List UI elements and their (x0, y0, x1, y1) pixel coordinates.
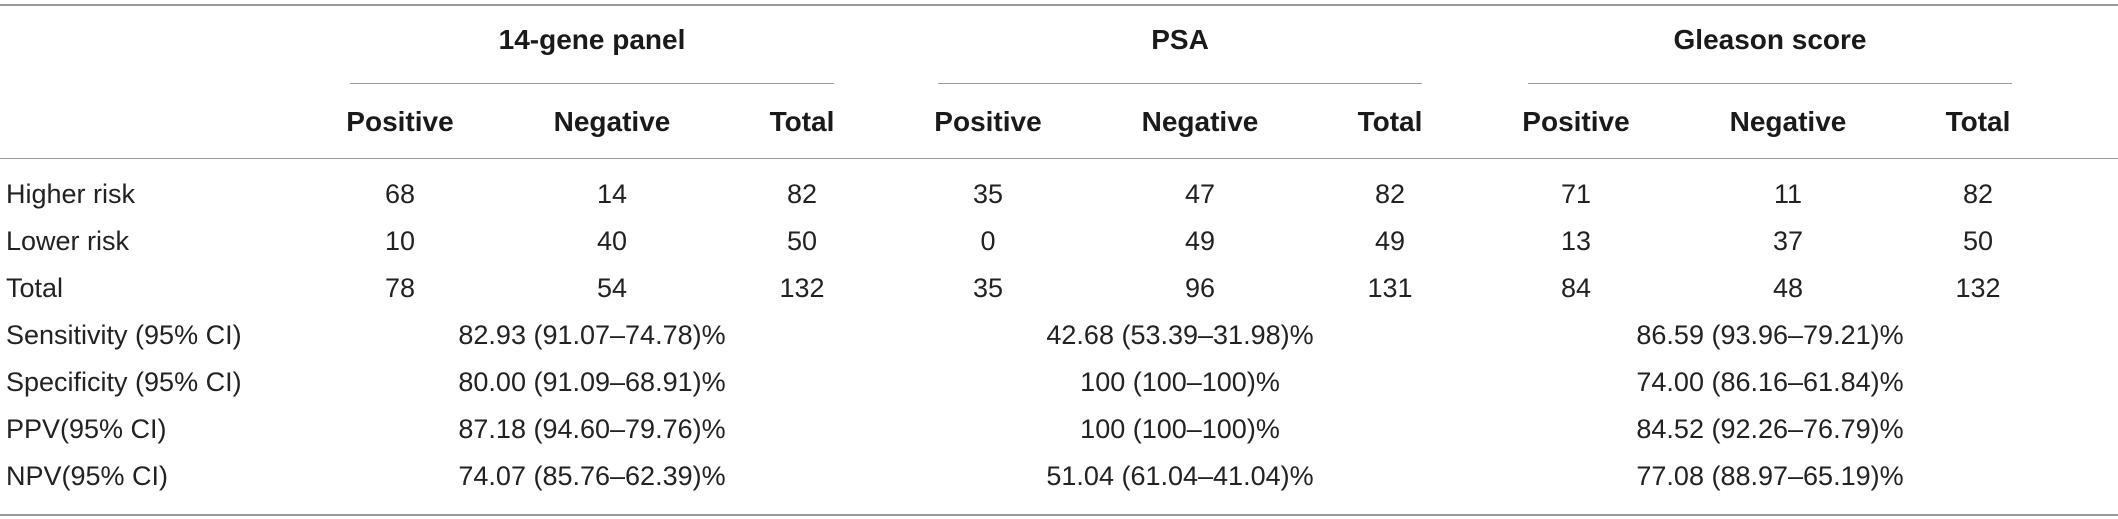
row-label: Total (6, 273, 64, 303)
table-cell: 71 (1560, 179, 1592, 209)
group-underline-gleason (1528, 83, 2012, 84)
table-cell: 74.00 (86.16–61.84)% (1636, 367, 1904, 397)
table-cell: 80.00 (91.09–68.91)% (458, 367, 726, 397)
subheader-negative: Negative (1729, 106, 1847, 137)
subheader-total: Total (1945, 106, 2011, 137)
row-label: Higher risk (6, 179, 136, 209)
subheader-negative: Negative (1141, 106, 1259, 137)
row-label: NPV(95% CI) (6, 461, 169, 491)
table-cell: 100 (100–100)% (1080, 414, 1280, 444)
table-cell: 14 (596, 179, 628, 209)
table-cell: 13 (1560, 226, 1592, 256)
row-label: PPV(95% CI) (6, 414, 167, 444)
table-cell: 96 (1184, 273, 1216, 303)
subheader-total: Total (1357, 106, 1423, 137)
table-cell: 77.08 (88.97–65.19)% (1636, 461, 1904, 491)
table-cell: 49 (1184, 226, 1216, 256)
table-cell: 50 (1962, 226, 1994, 256)
table-cell: 132 (1955, 273, 2001, 303)
subheader-negative: Negative (553, 106, 671, 137)
table-cell: 82 (1374, 179, 1406, 209)
row-label: Lower risk (6, 226, 130, 256)
group-underline-14-gene (350, 83, 834, 84)
subheader-positive: Positive (346, 106, 454, 137)
table-cell: 132 (779, 273, 825, 303)
table-cell: 48 (1772, 273, 1804, 303)
table-cell: 68 (384, 179, 416, 209)
table-cell: 35 (972, 273, 1004, 303)
row-label: Specificity (95% CI) (6, 367, 242, 397)
table-cell: 54 (596, 273, 628, 303)
table-cell: 49 (1374, 226, 1406, 256)
top-rule (0, 4, 2118, 6)
table-cell: 86.59 (93.96–79.21)% (1636, 320, 1904, 350)
table-cell: 131 (1367, 273, 1413, 303)
row-label: Sensitivity (95% CI) (6, 320, 242, 350)
group-underline-psa (938, 83, 1422, 84)
table-cell: 51.04 (61.04–41.04)% (1046, 461, 1314, 491)
group-header-gleason-score: Gleason score (1673, 24, 1867, 55)
table-cell: 78 (384, 273, 416, 303)
table-cell: 42.68 (53.39–31.98)% (1046, 320, 1314, 350)
table-cell: 84 (1560, 273, 1592, 303)
table-cell: 10 (384, 226, 416, 256)
subheader-positive: Positive (1522, 106, 1630, 137)
table-cell: 0 (980, 226, 996, 256)
group-header-psa: PSA (1151, 24, 1209, 55)
table-cell: 100 (100–100)% (1080, 367, 1280, 397)
group-header-14-gene-panel: 14-gene panel (498, 24, 686, 55)
table-cell: 82.93 (91.07–74.78)% (458, 320, 726, 350)
table-cell: 84.52 (92.26–76.79)% (1636, 414, 1904, 444)
table-cell: 82 (786, 179, 818, 209)
table-cell: 82 (1962, 179, 1994, 209)
table-cell: 74.07 (85.76–62.39)% (458, 461, 726, 491)
header-rule (0, 158, 2118, 159)
table-cell: 87.18 (94.60–79.76)% (458, 414, 726, 444)
table-cell: 47 (1184, 179, 1216, 209)
table-cell: 50 (786, 226, 818, 256)
table-cell: 35 (972, 179, 1004, 209)
bottom-rule (0, 514, 2118, 516)
table-cell: 37 (1772, 226, 1804, 256)
table-cell: 40 (596, 226, 628, 256)
table-cell: 11 (1773, 179, 1803, 209)
subheader-positive: Positive (934, 106, 1042, 137)
subheader-total: Total (769, 106, 835, 137)
